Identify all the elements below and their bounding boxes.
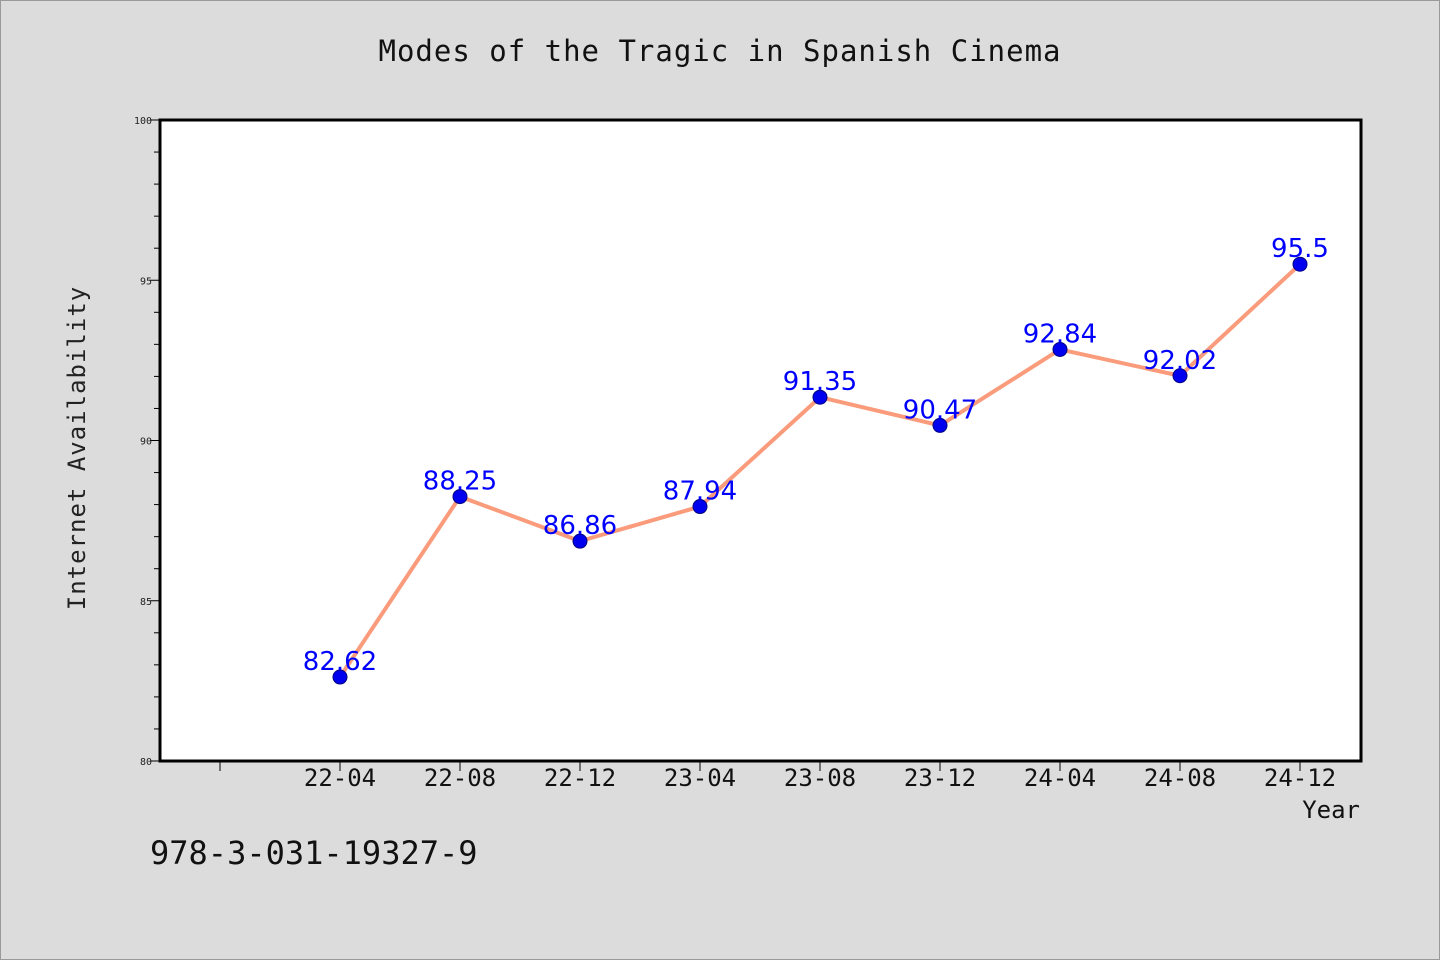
data-label: 92.02 [1143, 346, 1217, 376]
y-tick-label: 95 [140, 276, 152, 287]
data-label: 95.5 [1271, 234, 1329, 264]
x-tick-label: 24-08 [1144, 764, 1216, 792]
data-label: 92.84 [1023, 319, 1097, 349]
data-label: 88.25 [423, 467, 497, 497]
data-point [332, 669, 348, 685]
x-tick-label: 24-04 [1024, 764, 1096, 792]
chart-title: Modes of the Tragic in Spanish Cinema [378, 34, 1062, 68]
y-tick-label: 90 [140, 437, 152, 448]
data-point [692, 499, 708, 515]
data-point [932, 417, 948, 433]
y-tick-label: 85 [140, 597, 152, 608]
data-label: 82.62 [303, 647, 377, 677]
x-tick-label: 22-12 [544, 764, 616, 792]
x-axis-label: Year [1302, 796, 1360, 824]
x-tick-label: 23-04 [664, 764, 736, 792]
data-point [452, 489, 468, 505]
x-tick-label: 24-12 [1264, 764, 1336, 792]
x-tick-label: 22-08 [424, 764, 496, 792]
plot-area [160, 120, 1361, 761]
y-tick-label: 100 [134, 116, 152, 127]
data-point [812, 389, 828, 405]
data-label: 90.47 [903, 395, 977, 425]
data-point [1052, 341, 1068, 357]
isbn-text: 978-3-031-19327-9 [150, 834, 478, 872]
data-label: 87.94 [663, 477, 737, 507]
data-point [1172, 368, 1188, 384]
plot-frame [158, 118, 1363, 763]
y-tick-label: 80 [140, 757, 152, 768]
data-point [1292, 256, 1308, 272]
data-label: 86.86 [543, 511, 617, 541]
x-tick-label: 23-08 [784, 764, 856, 792]
data-label: 91.35 [783, 367, 857, 397]
x-tick-label: 22-04 [304, 764, 376, 792]
x-tick-label: 23-12 [904, 764, 976, 792]
data-point [572, 533, 588, 549]
